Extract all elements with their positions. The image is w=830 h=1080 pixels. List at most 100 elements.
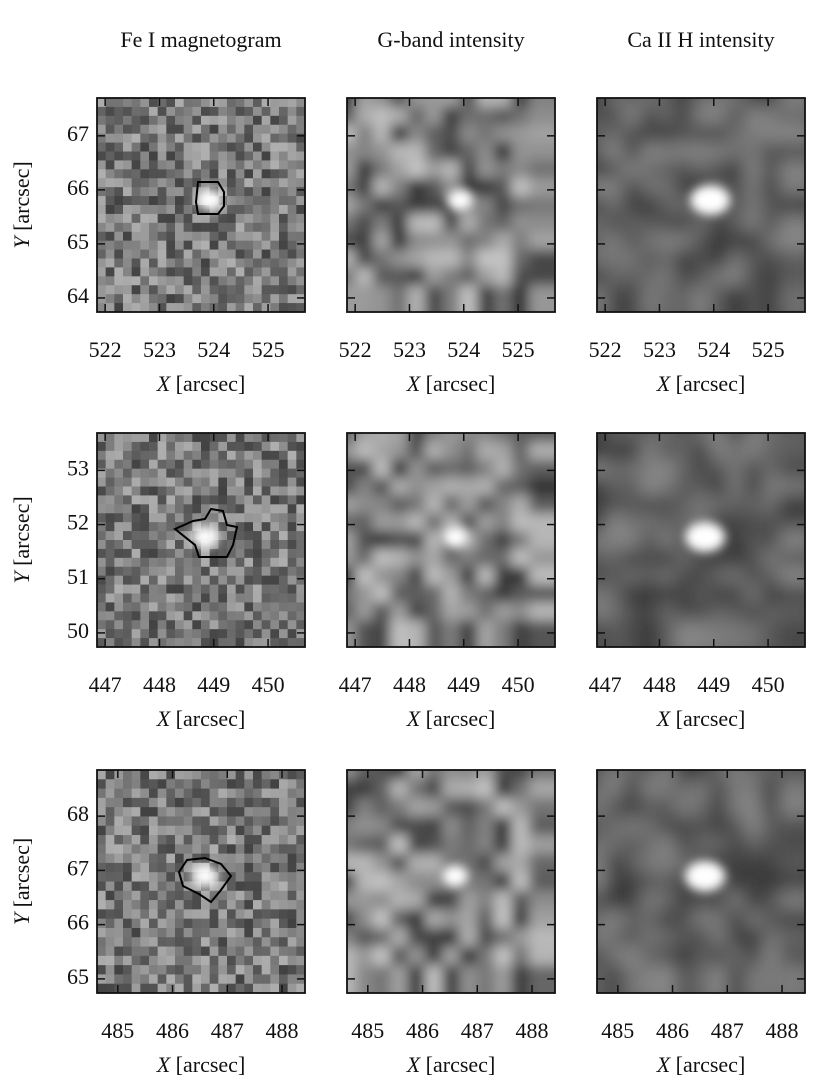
x-tick-label: 447 xyxy=(589,672,622,697)
bright-point xyxy=(690,185,730,215)
panel-frame xyxy=(596,769,806,994)
image xyxy=(97,770,305,993)
x-tick-label: 447 xyxy=(89,672,122,697)
x-axis-label: X [arcsec] xyxy=(406,1052,496,1077)
x-axis-label: X [arcsec] xyxy=(656,1052,746,1077)
x-axis-label: X [arcsec] xyxy=(656,706,746,731)
y-tick-label: 65 xyxy=(67,229,89,254)
panel-frame xyxy=(346,97,556,313)
y-axis-label: Y [arcsec] xyxy=(9,161,34,248)
panel-frame xyxy=(346,432,556,648)
panel-frame xyxy=(346,769,556,994)
x-tick-label: 487 xyxy=(211,1018,244,1043)
x-axis-label: X [arcsec] xyxy=(156,706,246,731)
x-tick-label: 524 xyxy=(697,337,730,362)
image xyxy=(597,770,805,993)
x-tick-label: 488 xyxy=(516,1018,549,1043)
contour xyxy=(194,181,225,215)
x-tick-label: 447 xyxy=(339,672,372,697)
x-tick-label: 486 xyxy=(156,1018,189,1043)
y-tick-label: 67 xyxy=(67,855,89,880)
bright-point xyxy=(685,522,725,552)
x-tick-label: 523 xyxy=(643,337,676,362)
x-tick-label: 448 xyxy=(143,672,176,697)
panel: 447 448 449 450 50 51 52 53 X [arcsec] Y [arcsec] xyxy=(9,432,306,731)
bright-point xyxy=(447,189,473,211)
panel-frame xyxy=(96,769,306,994)
image xyxy=(347,98,555,312)
panel: 485 486 487 488 65 66 67 68 X [arcsec] Y [arcsec] xyxy=(9,769,306,1077)
image xyxy=(347,433,555,647)
x-axis-label: X [arcsec] xyxy=(406,371,496,396)
column-title: Fe I magnetogram xyxy=(120,27,281,52)
image xyxy=(97,98,305,312)
panel-frame xyxy=(596,432,806,648)
x-axis-label: X [arcsec] xyxy=(156,371,246,396)
x-tick-label: 525 xyxy=(252,337,285,362)
y-tick-label: 53 xyxy=(67,455,89,480)
image xyxy=(597,433,805,647)
bright-point xyxy=(685,861,725,891)
x-tick-label: 488 xyxy=(766,1018,799,1043)
image xyxy=(597,98,805,312)
bright-point xyxy=(197,189,223,211)
x-tick-label: 449 xyxy=(447,672,480,697)
bright-point xyxy=(192,865,218,887)
y-tick-label: 64 xyxy=(67,283,89,308)
panel: 485 486 487 488 X [arcsec] xyxy=(346,769,556,1077)
panel-frame xyxy=(96,432,306,648)
x-tick-label: 524 xyxy=(197,337,230,362)
x-tick-label: 487 xyxy=(711,1018,744,1043)
contour xyxy=(177,856,233,904)
x-tick-label: 448 xyxy=(393,672,426,697)
x-tick-label: 450 xyxy=(252,672,285,697)
x-axis-label: X [arcsec] xyxy=(156,1052,246,1077)
x-tick-label: 523 xyxy=(143,337,176,362)
x-tick-label: 488 xyxy=(266,1018,299,1043)
image xyxy=(347,770,555,993)
x-tick-label: 523 xyxy=(393,337,426,362)
contour xyxy=(173,507,239,558)
panel-frame xyxy=(96,97,306,313)
bright-point xyxy=(442,526,468,548)
y-tick-label: 65 xyxy=(67,964,89,989)
x-tick-label: 486 xyxy=(656,1018,689,1043)
panel: 522 523 524 525 64 65 66 67 X [arcsec] Y [arcsec] xyxy=(9,97,306,396)
y-axis-label: Y [arcsec] xyxy=(9,838,34,925)
x-tick-label: 485 xyxy=(601,1018,634,1043)
x-tick-label: 524 xyxy=(447,337,480,362)
x-tick-label: 450 xyxy=(502,672,535,697)
column-title: Ca II H intensity xyxy=(627,27,774,52)
y-tick-label: 66 xyxy=(67,175,89,200)
y-tick-label: 68 xyxy=(67,801,89,826)
x-tick-label: 449 xyxy=(697,672,730,697)
x-tick-label: 522 xyxy=(339,337,372,362)
x-tick-label: 448 xyxy=(643,672,676,697)
bright-point xyxy=(192,526,218,548)
x-tick-label: 449 xyxy=(197,672,230,697)
bright-point xyxy=(442,865,468,887)
panel: 485 486 487 488 X [arcsec] xyxy=(596,769,806,1077)
x-tick-label: 522 xyxy=(89,337,122,362)
x-axis-label: X [arcsec] xyxy=(406,706,496,731)
x-axis-label: X [arcsec] xyxy=(656,371,746,396)
column-title: G-band intensity xyxy=(377,27,524,52)
y-axis-label: Y [arcsec] xyxy=(9,496,34,583)
y-tick-label: 51 xyxy=(67,564,89,589)
y-tick-label: 66 xyxy=(67,910,89,935)
x-tick-label: 485 xyxy=(351,1018,384,1043)
y-tick-label: 67 xyxy=(67,121,89,146)
x-tick-label: 486 xyxy=(406,1018,439,1043)
x-tick-label: 450 xyxy=(752,672,785,697)
x-tick-label: 525 xyxy=(752,337,785,362)
x-tick-label: 485 xyxy=(101,1018,134,1043)
x-tick-label: 525 xyxy=(502,337,535,362)
image xyxy=(97,433,305,647)
y-tick-label: 50 xyxy=(67,618,89,643)
x-tick-label: 487 xyxy=(461,1018,494,1043)
